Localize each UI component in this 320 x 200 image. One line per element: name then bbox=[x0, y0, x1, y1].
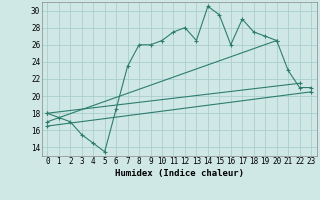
X-axis label: Humidex (Indice chaleur): Humidex (Indice chaleur) bbox=[115, 169, 244, 178]
